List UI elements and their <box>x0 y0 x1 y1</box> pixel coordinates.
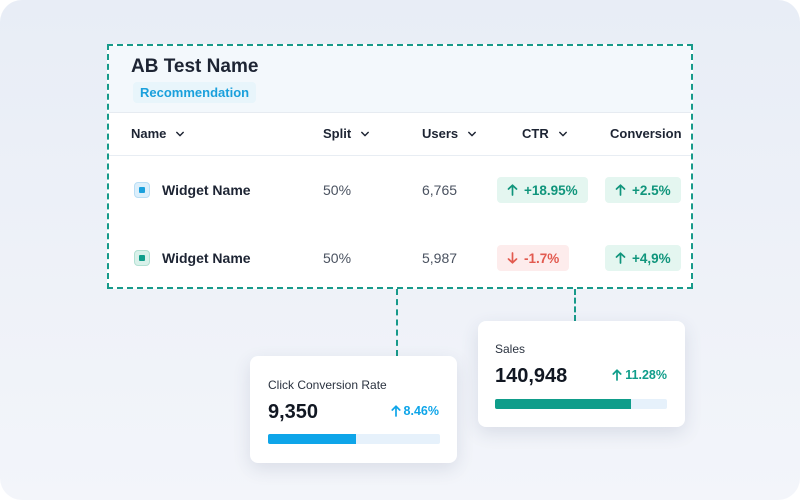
arrow-down-icon <box>507 252 518 264</box>
chevron-down-icon <box>176 131 185 136</box>
users-value: 5,987 <box>422 250 458 266</box>
widget-icon <box>134 182 150 198</box>
metric-delta-value: 11.28% <box>625 368 667 382</box>
metric-delta-value: 8.46% <box>403 404 439 418</box>
users-value: 6,765 <box>422 182 458 198</box>
column-header-label: CTR <box>522 126 549 141</box>
conversion-change-badge: +2.5% <box>605 177 681 203</box>
ctr-change-badge: -1.7% <box>497 245 570 271</box>
arrow-up-icon <box>615 184 626 196</box>
column-header-users[interactable]: Users <box>422 126 477 141</box>
arrow-up-icon <box>615 252 626 264</box>
ab-test-card: AB Test Name Recommendation Name Split U… <box>107 44 693 289</box>
column-header-conversion[interactable]: Conversion <box>610 126 682 141</box>
progress-fill <box>495 399 631 409</box>
connector-line-right <box>574 289 576 321</box>
column-header-name[interactable]: Name <box>131 126 185 141</box>
split-value: 50% <box>323 182 352 198</box>
metric-label: Click Conversion Rate <box>268 378 387 392</box>
conversion-change-value: +4,9% <box>632 250 671 266</box>
column-header-label: Name <box>131 126 167 141</box>
chevron-down-icon <box>468 131 477 136</box>
connector-line-left <box>396 289 398 356</box>
widget-name: Widget Name <box>162 182 251 198</box>
metric-label: Sales <box>495 342 526 356</box>
progress-fill <box>268 434 356 444</box>
column-header-ctr[interactable]: CTR <box>522 126 567 141</box>
progress-bar <box>268 434 440 444</box>
conversion-change-badge: +4,9% <box>605 245 681 271</box>
widget-name: Widget Name <box>162 250 251 266</box>
arrow-up-icon <box>612 369 622 381</box>
widget-icon <box>134 250 150 266</box>
metric-delta: 8.46% <box>390 404 439 418</box>
column-header-label: Conversion <box>610 126 682 141</box>
arrow-up-icon <box>390 405 401 417</box>
ctr-change-badge: +18.95% <box>497 177 588 203</box>
header-divider <box>109 155 691 156</box>
split-value: 50% <box>323 250 352 266</box>
recommendation-badge: Recommendation <box>133 82 257 103</box>
metric-value: 140,948 <box>495 365 568 387</box>
column-header-label: Split <box>323 126 352 141</box>
metric-card-sales: Sales 140,948 11.28% <box>478 321 685 427</box>
column-header-label: Users <box>422 126 459 141</box>
metric-value: 9,350 <box>268 401 319 423</box>
progress-bar <box>495 399 667 409</box>
metric-delta: 11.28% <box>612 368 667 382</box>
ctr-change-value: -1.7% <box>524 250 560 266</box>
ab-test-header: AB Test Name Recommendation <box>109 46 691 113</box>
chevron-down-icon <box>558 131 567 136</box>
chevron-down-icon <box>361 131 370 136</box>
ab-test-title: AB Test Name <box>131 56 259 77</box>
column-header-split[interactable]: Split <box>323 126 370 141</box>
ctr-change-value: +18.95% <box>524 182 578 198</box>
metric-card-click-conversion-rate: Click Conversion Rate 9,350 8.46% <box>250 356 457 463</box>
arrow-up-icon <box>507 184 518 196</box>
conversion-change-value: +2.5% <box>632 182 671 198</box>
